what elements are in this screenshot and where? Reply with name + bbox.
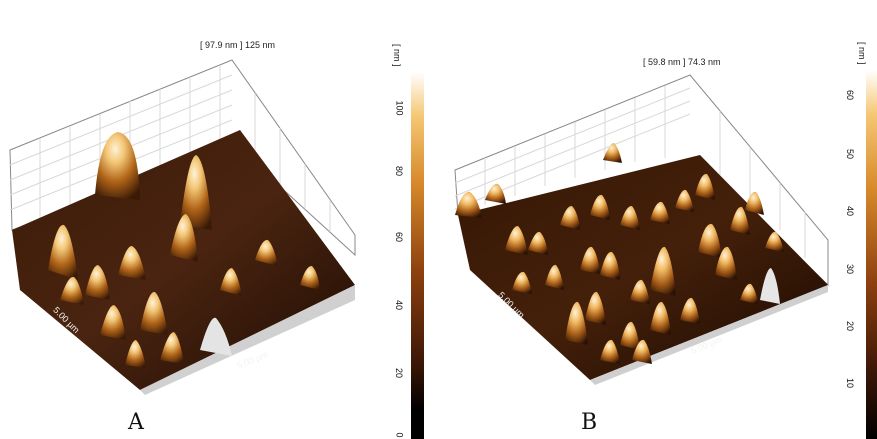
panel-letter-a: A bbox=[128, 410, 144, 435]
colorbar-unit-b: [ nm ] bbox=[857, 42, 867, 65]
peaks-a bbox=[48, 132, 320, 368]
colorbar-tick-b-30: 30 bbox=[845, 263, 856, 275]
panel-letter-b: B bbox=[581, 410, 598, 435]
colorbar-tick-b-20: 20 bbox=[845, 320, 856, 332]
surface-floor-b bbox=[458, 155, 828, 380]
height-range-label-a: [ 97.9 nm ] 125 nm bbox=[200, 40, 276, 50]
colorbar-tick-b-60: 60 bbox=[845, 89, 856, 101]
peaks-b bbox=[455, 142, 784, 364]
colorbar-tick-b-50: 50 bbox=[845, 148, 856, 160]
colorbar-tick-b-10: 10 bbox=[845, 377, 856, 389]
height-range-label-b: [ 59.8 nm ] 74.3 nm bbox=[643, 57, 721, 67]
colorbar-tick-b-40: 40 bbox=[845, 205, 856, 217]
colorbar-a bbox=[411, 72, 424, 439]
colorbar-b bbox=[866, 70, 877, 439]
